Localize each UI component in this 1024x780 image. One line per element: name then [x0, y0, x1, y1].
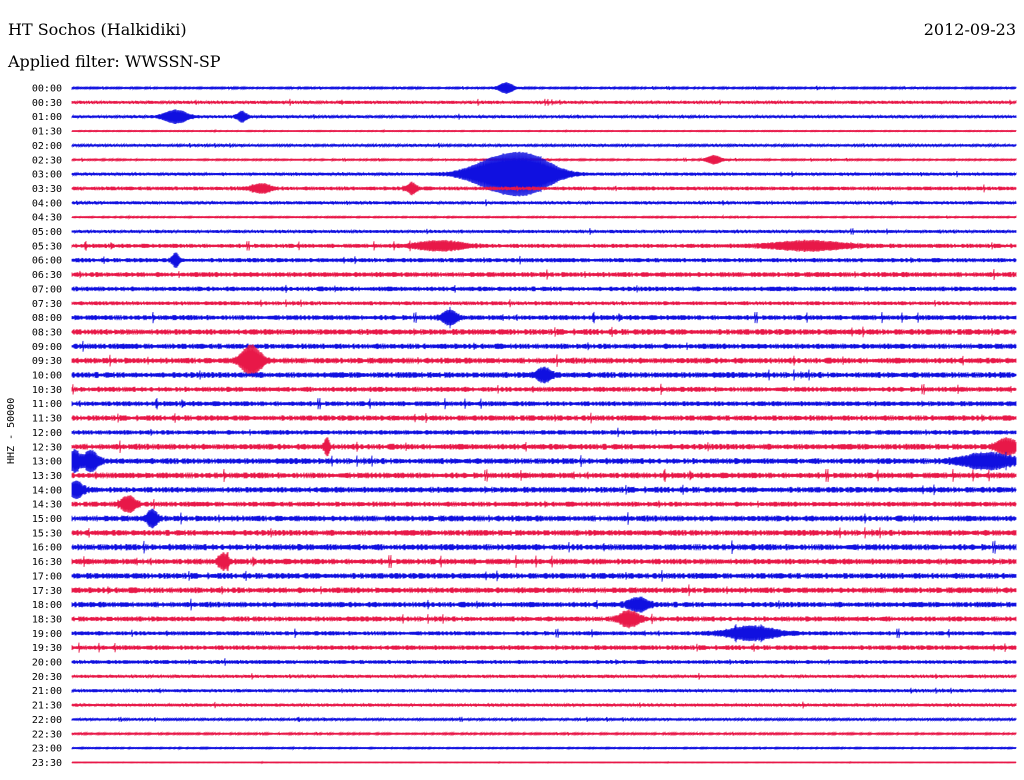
trace-line [71, 397, 1017, 410]
trace-line [71, 252, 1017, 268]
trace-line [71, 326, 1017, 338]
trace-line [71, 508, 1017, 529]
trace-line [71, 340, 1017, 352]
row-time-label: 09:00 [32, 342, 62, 353]
row-time-label: 07:00 [32, 284, 62, 295]
trace-line [71, 284, 1017, 293]
row-time-label: 07:30 [32, 299, 62, 310]
row-time-label: 01:00 [32, 112, 62, 123]
trace-line [71, 427, 1017, 438]
row-time-label: 12:00 [32, 428, 62, 439]
trace-line [71, 449, 1017, 474]
row-time-label: 06:30 [32, 270, 62, 281]
row-time-label: 15:00 [32, 514, 62, 525]
row-time-label: 21:30 [32, 701, 62, 712]
trace-line [71, 181, 1017, 196]
trace-line [71, 527, 1017, 539]
row-time-label: 18:00 [32, 600, 62, 611]
trace-line [71, 344, 1017, 378]
row-time-label: 01:30 [32, 127, 62, 138]
row-time-label: 02:30 [32, 155, 62, 166]
row-time-label: 12:30 [32, 442, 62, 453]
filter-label: Applied filter: WWSSN-SP [8, 52, 221, 71]
row-time-label: 20:30 [32, 672, 62, 683]
trace-line [71, 596, 1017, 613]
trace-line [71, 551, 1017, 572]
trace-line [71, 269, 1017, 281]
trace-line [71, 540, 1017, 555]
row-time-label: 14:00 [32, 485, 62, 496]
trace-line [71, 658, 1017, 666]
trace-line [71, 672, 1017, 680]
row-time-label: 13:30 [32, 471, 62, 482]
trace-line [71, 306, 1017, 329]
row-time-label: 19:00 [32, 629, 62, 640]
row-time-label: 10:00 [32, 371, 62, 382]
row-time-label: 09:30 [32, 356, 62, 367]
row-time-label: 04:00 [32, 198, 62, 209]
trace-line [71, 570, 1017, 582]
row-time-label: 08:30 [32, 327, 62, 338]
row-time-label: 03:30 [32, 184, 62, 195]
row-time-label: 08:00 [32, 313, 62, 324]
row-time-label: 16:00 [32, 543, 62, 554]
row-time-label: 11:00 [32, 399, 62, 410]
row-time-label: 04:30 [32, 213, 62, 224]
trace-line [71, 480, 1017, 500]
row-time-label: 21:00 [32, 686, 62, 697]
trace-line [71, 609, 1017, 629]
row-time-label: 15:30 [32, 528, 62, 539]
row-time-label: 20:00 [32, 658, 62, 669]
row-time-label: 17:30 [32, 586, 62, 597]
row-time-label: 05:30 [32, 241, 62, 252]
trace-line [71, 151, 1017, 197]
row-time-label: 11:30 [32, 414, 62, 425]
trace-line [71, 383, 1017, 395]
trace-line [71, 412, 1017, 424]
row-time-label: 02:00 [32, 141, 62, 152]
trace-line [71, 495, 1017, 514]
trace-line [71, 299, 1017, 308]
trace-line [71, 109, 1017, 125]
row-time-label: 00:30 [32, 98, 62, 109]
trace-line [71, 584, 1017, 597]
row-time-label: 22:30 [32, 729, 62, 740]
trace-line [71, 642, 1017, 653]
row-time-label: 23:30 [32, 758, 62, 769]
row-time-label: 06:00 [32, 256, 62, 267]
station-title: HT Sochos (Halkidiki) [8, 20, 187, 39]
row-time-label: 00:00 [32, 84, 62, 95]
row-time-label: 05:00 [32, 227, 62, 238]
date-label: 2012-09-23 [923, 20, 1016, 39]
row-time-label: 23:00 [32, 744, 62, 755]
row-time-label: 22:00 [32, 715, 62, 726]
row-time-label: 19:30 [32, 643, 62, 654]
row-time-label: 03:00 [32, 170, 62, 181]
row-time-label: 10:30 [32, 385, 62, 396]
trace-line [71, 98, 1017, 106]
trace-line [71, 239, 1017, 253]
trace-line [71, 366, 1017, 384]
trace-line [71, 436, 1017, 457]
row-time-label: 16:30 [32, 557, 62, 568]
row-time-label: 17:00 [32, 571, 62, 582]
row-time-label: 13:00 [32, 457, 62, 468]
row-time-label: 14:30 [32, 500, 62, 511]
trace-line [71, 468, 1017, 483]
row-time-label: 18:30 [32, 614, 62, 625]
